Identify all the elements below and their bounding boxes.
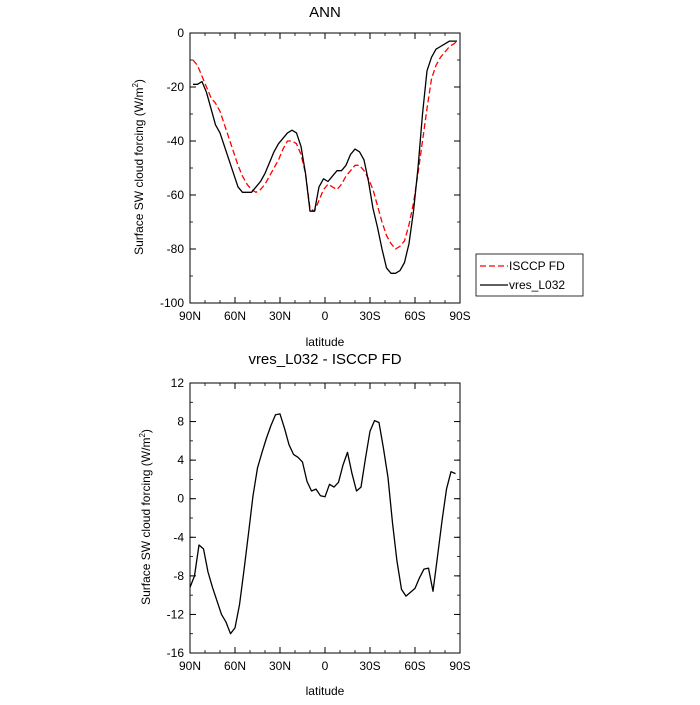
- y-tick-label: -12: [167, 607, 185, 621]
- y-tick-label: -20: [167, 80, 185, 94]
- panel-annual-cloud-forcing: ANN 90N 60N 30N 0 30S 60S 90S -100 -80 -60 -40 -20 0…: [131, 4, 584, 349]
- panel-2-y-axis-title-main: Surface SW cloud forcing (W/m: [139, 438, 153, 605]
- x-tick-label: 30N: [269, 659, 291, 673]
- panel-1-y-axis-title-end: ): [132, 79, 146, 83]
- y-tick-label: -40: [167, 134, 185, 148]
- panel-2-y-axis-title-end: ): [139, 429, 153, 433]
- x-tick-label: 0: [322, 309, 329, 323]
- y-tick-label: -16: [167, 646, 185, 660]
- panel-1-y-axis-title-sup: 2: [131, 83, 140, 88]
- x-tick-label: 60S: [404, 659, 425, 673]
- series-line-isccp-fd: [192, 40, 458, 250]
- legend-label-vres-l032: vres_L032: [509, 278, 565, 292]
- y-tick-label: 8: [177, 415, 184, 429]
- x-tick-label: 60N: [224, 659, 246, 673]
- y-tick-label: -4: [173, 530, 184, 544]
- x-tick-label: 30N: [269, 309, 291, 323]
- legend-box: [475, 253, 584, 297]
- x-tick-label: 90N: [179, 659, 201, 673]
- y-tick-label: 0: [177, 492, 184, 506]
- panel-difference: vres_L032 - ISCCP FD 90N 60N 30N 0 30S 60S 90S…: [138, 351, 471, 698]
- y-tick-label: 12: [171, 376, 185, 390]
- x-tick-label: 30S: [359, 659, 380, 673]
- panel-1-legend: ISCCP FD vres_L032: [475, 253, 584, 297]
- panel-1-plot-area: 90N 60N 30N 0 30S 60S 90S -100 -80 -60 -40 -20 0: [160, 26, 471, 323]
- legend-label-isccp-fd: ISCCP FD: [509, 259, 565, 273]
- y-tick-label: -80: [167, 242, 185, 256]
- panel-2-title: vres_L032 - ISCCP FD: [248, 351, 401, 368]
- x-tick-label: 90S: [449, 309, 470, 323]
- x-tick-label: 60S: [404, 309, 425, 323]
- y-tick-label: 4: [177, 453, 184, 467]
- plot-frame-1: [189, 32, 461, 304]
- series-line-vres-l032: [193, 40, 457, 274]
- x-tick-label: 30S: [359, 309, 380, 323]
- panel-1-y-axis-title: Surface SW cloud forcing (W/m2): [131, 79, 146, 255]
- y-tick-label: -60: [167, 188, 185, 202]
- x-tick-label: 60N: [224, 309, 246, 323]
- series-line-difference: [189, 413, 456, 635]
- y-tick-label: -100: [160, 296, 184, 310]
- y-tick-label: -8: [173, 569, 184, 583]
- x-tick-label: 90S: [449, 659, 470, 673]
- panel-1-title: ANN: [309, 4, 341, 21]
- panel-1-y-axis-title-main: Surface SW cloud forcing (W/m: [132, 88, 146, 255]
- x-tick-label: 90N: [179, 309, 201, 323]
- panel-2-x-axis-title: latitude: [306, 684, 345, 698]
- panel-2-y-axis-title: Surface SW cloud forcing (W/m2): [138, 429, 153, 605]
- panel-2-plot-area: 90N 60N 30N 0 30S 60S 90S -16 -12 -8 -4 0 4 8 12: [167, 376, 471, 673]
- panel-1-x-axis-title: latitude: [306, 335, 345, 349]
- x-tick-label: 0: [322, 659, 329, 673]
- panel-2-y-axis-title-sup: 2: [138, 433, 147, 438]
- plot-frame-2: [189, 382, 461, 654]
- y-tick-label: 0: [177, 26, 184, 40]
